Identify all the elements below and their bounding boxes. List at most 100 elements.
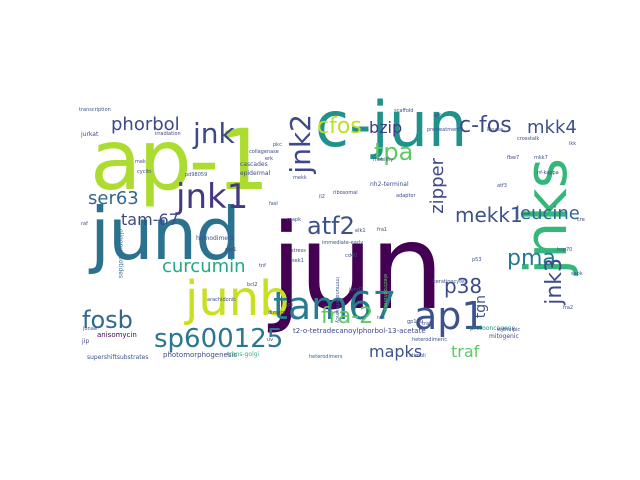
word-scaffold: scaffold [394,108,414,114]
word-cyclin: cyclin [137,169,152,175]
word-tgn: tgn [473,295,489,319]
word-traf: traf [451,342,480,361]
word-stress: stress [291,248,306,254]
word-mapk: mapk [287,217,302,223]
word-erk: erk [265,156,274,162]
word-cascades: cascades [240,161,268,168]
word-homodimers: homodimers [196,235,234,242]
word-jnk2: jnk2 [284,114,317,174]
word-jip: jip [82,338,90,345]
word-fasl: fasl [269,201,278,207]
word-jnk1: jnk1 [176,177,249,217]
word-cfos: cfos [317,114,362,139]
word-crosstalk: crosstalk [517,136,540,142]
word-elk1: elk1 [355,228,366,234]
word-fosb: fosb [82,306,133,334]
word-cre: cre [577,217,585,223]
word-irradiation: irradiation [155,131,181,137]
word-raf: raf [81,221,88,227]
word-fra-2: fra-2 [321,304,374,329]
word-tam-67: tam-67 [121,210,179,229]
word-atf3: atf3 [497,183,507,189]
word-adaptor: adaptor [396,193,416,199]
word-tam67: tam67 [273,284,397,328]
word-nf-kappa: nf-kappa [537,170,559,176]
word-lps: lps [286,302,294,308]
word-mkk7: mkk7 [534,155,548,161]
word-mitogenic: mitogenic [489,333,519,340]
word-phorbol: phorbol [111,114,180,135]
word-ribosomal: ribosomal [333,190,358,196]
word-p53: p53 [472,257,482,263]
word-ser63: ser63 [88,188,139,209]
word-dimers: dimers [268,310,286,316]
word-transcription: transcription [79,107,111,113]
word-mkk4: mkk4 [527,117,577,138]
word-stimuli: stimuli [409,353,426,359]
word-curcumin: curcumin [162,256,246,277]
word-arachidonic: arachidonic [207,297,237,303]
word-traf2: traf2 [422,321,435,327]
word-ap1: ap1 [414,294,486,338]
word-heterodimers: heterodimers [309,354,343,360]
word-ras: ras [377,315,385,321]
word-p38: p38 [444,274,483,298]
word-mobility: mobility [373,157,394,163]
word-uv: uv [267,337,274,343]
word-protooncogene: protooncogene [470,325,516,332]
word-collagenase: collagenase [249,149,279,155]
word-mekk: mekk [293,175,307,181]
word-gp120: gp120 [407,319,423,325]
word-nh2-terminal: nh2-terminal [370,181,409,188]
word-jnk3: jnk3 [542,258,567,305]
word-cd40: cd40 [345,253,358,259]
word-il2: il2 [319,194,325,200]
word-fra2: fra2 [563,305,574,311]
word-t2-o-tetradecanoylphorbol: t2-o-tetradecanoylphorbol-13-acetate [293,327,426,335]
word-c-fos: c-fos [459,113,512,138]
word-tnf: tnf [259,263,266,269]
word-sapk: sapk [571,271,583,277]
word-mapks: mapks [369,342,423,361]
word-jund: jund [90,192,241,276]
word-sp600125: sp600125 [154,324,284,354]
word-pd98059: pd98059 [185,172,208,178]
word-junb: junb [185,271,290,327]
word-immunodeficiency: immunodeficiency [334,277,340,324]
word-egr1: egr1 [225,247,237,253]
word-mekk1: mekk1 [455,203,523,227]
word-atf2: atf2 [307,212,355,240]
word-electrophoretic: electrophoretic [382,274,388,312]
word-hsp70: hsp70 [557,247,573,253]
word-jun: jun [270,198,444,336]
word-enthalpic: enthalpic [497,327,521,333]
word-sek1: sek1 [292,258,304,264]
word-keratinocytes: keratinocytes [433,279,467,285]
word-leucine: leucine [515,203,580,224]
word-cloud: jun c-jun ap-1 jund jnks junb ap1 tam67 … [77,98,585,364]
word-immediate-early: immediate-early [322,240,364,246]
word-jurkat: jurkat [81,131,99,138]
word-fra1: fra1 [377,227,388,233]
word-atf: atf [434,113,441,119]
word-ap-1: ap-1 [90,111,270,209]
word-supershiftsubstrates: supershiftsubstrates [87,354,149,361]
word-junaa: junaa [83,326,97,332]
word-kinase: kinase [487,127,504,133]
word-anisomycin: anisomycin [97,331,137,339]
word-tpa: tpa [374,138,414,166]
word-zipper: zipper [427,158,448,214]
word-oligonucleotides: oligonucleotides [117,229,124,279]
word-bzip: bzip [369,118,403,137]
word-fbw7: fbw7 [507,155,520,161]
word-pretreatment: pretreatment [427,127,461,133]
word-heterodimeric: heterodimeric [412,337,447,343]
word-photomorphogenesis: photomorphogenesis [163,351,238,359]
word-bcl2: bcl2 [247,282,258,288]
word-c-jun: c-jun [315,98,468,161]
word-pkc: pkc [273,142,282,148]
word-trans-golgi: trans-golgi [227,351,260,358]
word-epidermal: epidermal [240,170,271,177]
word-jund2: jund2 [349,287,364,293]
word-pma: pma [507,246,556,271]
